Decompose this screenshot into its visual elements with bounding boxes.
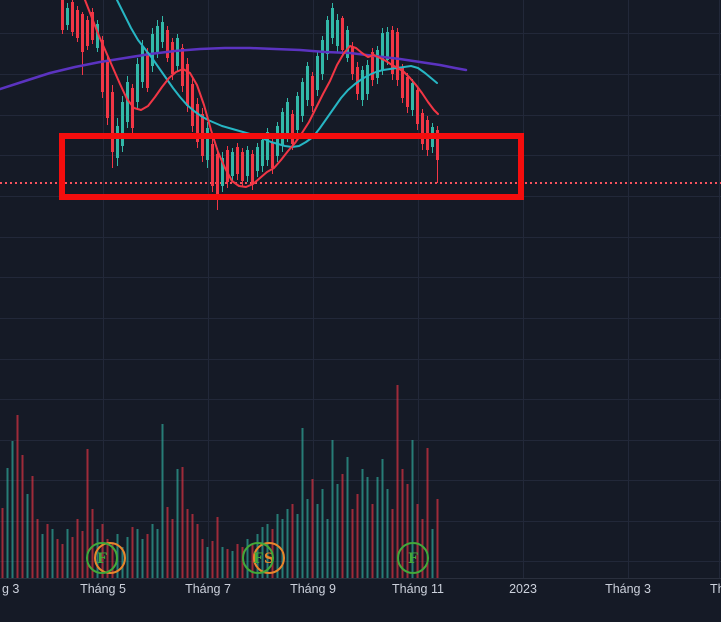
- candle-body: [76, 10, 79, 38]
- candle-body: [266, 132, 269, 160]
- candle-body: [406, 77, 409, 107]
- candle-body: [136, 64, 139, 102]
- candle-body: [351, 47, 354, 74]
- candle-body: [341, 18, 344, 50]
- candle-body: [231, 152, 234, 176]
- event-marker-glyph: F: [253, 551, 263, 567]
- candle-body: [241, 152, 244, 181]
- candle-body: [66, 8, 69, 25]
- candle-body: [116, 126, 119, 158]
- candle-body: [91, 12, 94, 40]
- candle-body: [386, 32, 389, 60]
- time-axis-label[interactable]: Th: [710, 582, 721, 596]
- candle-body: [126, 82, 129, 122]
- candle-body: [296, 96, 299, 130]
- candle-body: [321, 40, 324, 74]
- candle-body: [236, 147, 239, 174]
- candle-body: [381, 33, 384, 70]
- time-axis-label[interactable]: Tháng 9: [290, 582, 336, 596]
- candle-body: [366, 65, 369, 94]
- event-marker-f-icon[interactable]: [86, 542, 118, 574]
- candle-body: [376, 50, 379, 78]
- candle-body: [411, 83, 414, 110]
- candle-body: [311, 76, 314, 106]
- candle-body: [281, 112, 284, 146]
- candle-body: [291, 114, 294, 144]
- support-zone-rectangle[interactable]: [59, 133, 524, 200]
- candle-body: [271, 142, 274, 168]
- candle-body: [86, 20, 89, 46]
- candle-body: [171, 42, 174, 74]
- candle-body: [246, 150, 249, 176]
- candle-body: [251, 154, 254, 184]
- candle-body: [326, 20, 329, 54]
- candle-body: [401, 68, 404, 98]
- candle-body: [111, 92, 114, 152]
- candle-body: [191, 84, 194, 126]
- time-axis-label[interactable]: Tháng 7: [185, 582, 231, 596]
- candle-body: [336, 20, 339, 46]
- candle-body: [261, 140, 264, 166]
- candle-body: [216, 154, 219, 196]
- event-marker-glyph: F: [408, 551, 418, 567]
- candle-body: [81, 14, 84, 52]
- candle-body: [156, 26, 159, 52]
- time-axis-label[interactable]: 2023: [509, 582, 537, 596]
- candle-body: [196, 104, 199, 142]
- ma-fast-red-line: [84, 0, 439, 188]
- candle-body: [391, 30, 394, 74]
- candle-body: [181, 48, 184, 86]
- candle-body: [211, 144, 214, 186]
- event-marker-f-icon[interactable]: [242, 542, 274, 574]
- candle-body: [396, 32, 399, 80]
- candle-body: [346, 30, 349, 58]
- candle-body: [101, 40, 104, 92]
- time-axis-label[interactable]: g 3: [2, 582, 19, 596]
- candle-body: [306, 66, 309, 100]
- candle-body: [361, 70, 364, 100]
- candle-body: [106, 62, 109, 118]
- candle-body: [131, 88, 134, 128]
- candle-body: [226, 150, 229, 182]
- candle-body: [356, 67, 359, 94]
- candle-body: [286, 102, 289, 136]
- candle-body: [206, 128, 209, 160]
- candle-body: [331, 8, 334, 38]
- candle-body: [416, 90, 419, 124]
- candle-body: [371, 52, 374, 80]
- event-marker-glyph: F: [97, 551, 107, 567]
- time-axis-label[interactable]: Tháng 11: [392, 582, 444, 596]
- candle-body: [301, 82, 304, 116]
- candle-body: [436, 130, 439, 160]
- candle-body: [421, 113, 424, 144]
- candle-body: [146, 52, 149, 88]
- candle-body: [161, 22, 164, 42]
- time-axis-label[interactable]: Tháng 5: [80, 582, 126, 596]
- ma-slow-purple-line: [0, 46, 468, 91]
- event-marker-circle-icon[interactable]: [94, 542, 126, 574]
- time-axis-label[interactable]: Tháng 3: [605, 582, 651, 596]
- event-marker-f-icon[interactable]: [397, 542, 429, 574]
- event-marker-s-icon[interactable]: [253, 542, 285, 574]
- candle-body: [96, 24, 99, 48]
- ma-mid-teal-line: [116, 0, 438, 148]
- candle-body: [221, 158, 224, 186]
- candle-body: [71, 2, 74, 32]
- candle-body: [276, 126, 279, 156]
- event-marker-glyph: S: [264, 551, 274, 567]
- candle-body: [256, 147, 259, 171]
- candle-body: [151, 34, 154, 66]
- candle-body: [121, 102, 124, 146]
- candle-body: [186, 64, 189, 106]
- candle-body: [166, 30, 169, 58]
- candle-body: [61, 0, 64, 30]
- candle-body: [141, 46, 144, 82]
- candle-body: [316, 56, 319, 90]
